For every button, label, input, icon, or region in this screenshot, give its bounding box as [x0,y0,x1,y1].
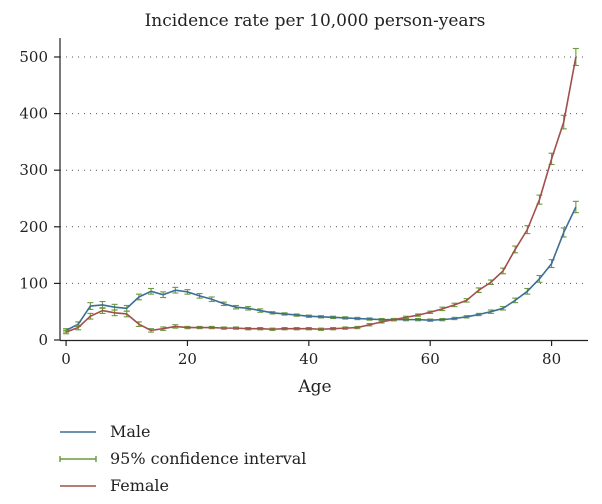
x-tick-label-80: 80 [542,350,561,368]
y-tick-label-200: 200 [19,218,48,236]
legend-label-ci: 95% confidence interval [110,449,306,468]
legend-label-male: Male [110,422,151,441]
y-tick-label-300: 300 [19,161,48,179]
x-tick-label-60: 60 [421,350,440,368]
y-tick-label-100: 100 [19,274,48,292]
series-line-male [65,206,577,332]
series-line-female [65,56,577,333]
legend-label-female: Female [110,476,169,495]
y-tick-label-500: 500 [19,48,48,66]
legend: Male 95% confidence interval Female [59,422,306,495]
grid-lines [60,56,588,284]
chart-title: Incidence rate per 10,000 person-years [145,11,486,31]
y-tick-label-0: 0 [38,331,48,349]
y-tick-label-400: 400 [19,105,48,123]
axes: 0 100 200 300 400 500 0 20 40 60 80 [19,38,588,368]
x-tick-label-0: 0 [61,350,71,368]
x-tick-label-40: 40 [299,350,318,368]
series-female [63,47,579,335]
x-axis-label: Age [297,377,331,397]
series-layer [63,47,579,335]
series-male [63,200,579,333]
x-tick-label-20: 20 [178,350,197,368]
